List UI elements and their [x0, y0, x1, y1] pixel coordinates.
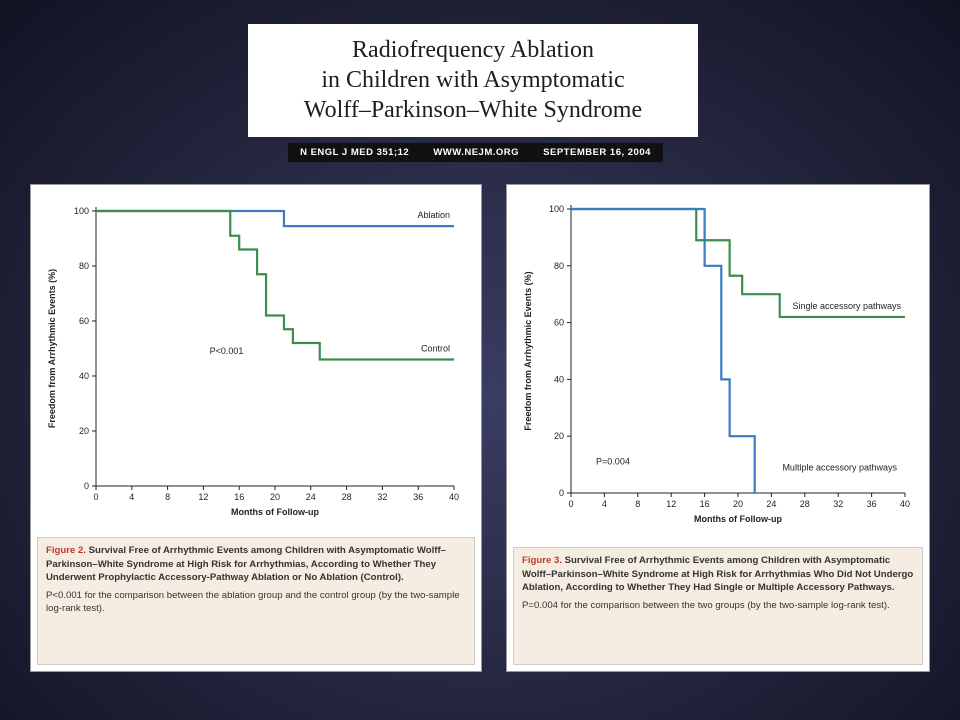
caption-note: P<0.001 for the comparison between the a…	[46, 589, 460, 615]
x-tick-label: 4	[129, 492, 134, 502]
y-tick-label: 20	[554, 431, 564, 441]
citation-part: WWW.NEJM.ORG	[433, 147, 520, 158]
caption: Figure 3. Survival Free of Arrhythmic Ev…	[513, 547, 923, 665]
x-tick-label: 36	[413, 492, 423, 502]
x-tick-label: 28	[800, 499, 810, 509]
x-axis-label: Months of Follow-up	[694, 514, 782, 524]
y-tick-label: 80	[79, 261, 89, 271]
annotation: P=0.004	[596, 457, 630, 467]
annotation: P<0.001	[210, 346, 244, 356]
series-label: Single accessory pathways	[792, 301, 901, 311]
caption-label: Figure 2.	[46, 545, 86, 556]
chart: 0 20 40 60 80 100 0 4 8 12 16 20 24 28 32 36 40 Months of…	[523, 204, 910, 524]
x-tick-label: 4	[602, 499, 607, 509]
series-label: Control	[421, 344, 450, 354]
y-axis-label: Freedom from Arrhythmic Events (%)	[523, 271, 533, 430]
caption-label: Figure 3.	[522, 555, 562, 566]
x-tick-label: 0	[93, 492, 98, 502]
x-tick-label: 12	[198, 492, 208, 502]
x-tick-label: 20	[733, 499, 743, 509]
x-tick-label: 40	[900, 499, 910, 509]
caption-note: P=0.004 for the comparison between the t…	[522, 599, 890, 611]
x-tick-label: 40	[449, 492, 459, 502]
caption-title: Survival Free of Arrhythmic Events among…	[46, 545, 446, 583]
y-tick-label: 0	[559, 488, 564, 498]
series-label: Multiple accessory pathways	[782, 462, 897, 472]
x-tick-label: 32	[833, 499, 843, 509]
y-tick-label: 80	[554, 261, 564, 271]
x-tick-label: 16	[234, 492, 244, 502]
series-label: Ablation	[417, 210, 450, 220]
y-tick-label: 100	[549, 204, 564, 214]
survival-curve	[571, 207, 905, 319]
figure-panel: 0 20 40 60 80 100 0 4 8 12 16 20 24 28 32 36 40 Months of…	[506, 184, 930, 672]
y-tick-label: 40	[79, 371, 89, 381]
x-tick-label: 28	[342, 492, 352, 502]
survival-curve	[571, 207, 756, 493]
x-tick-label: 36	[867, 499, 877, 509]
y-tick-label: 60	[79, 316, 89, 326]
citation-part: N ENGL J MED 351;12	[300, 147, 410, 158]
x-tick-label: 8	[165, 492, 170, 502]
x-tick-label: 0	[568, 499, 573, 509]
x-tick-label: 32	[377, 492, 387, 502]
x-tick-label: 12	[666, 499, 676, 509]
slide-title: Radiofrequency Ablation in Children with…	[248, 24, 698, 137]
citation: N ENGL J MED 351;12 WWW.NEJM.ORG SEPTEMB…	[288, 143, 663, 162]
x-tick-label: 16	[700, 499, 710, 509]
x-tick-label: 24	[306, 492, 316, 502]
y-axis-label: Freedom from Arrhythmic Events (%)	[47, 269, 57, 428]
y-tick-label: 0	[84, 481, 89, 491]
figure-panel: 0 20 40 60 80 100 0 4 8 12 16 20 24 28 32 36 40 Months of…	[30, 184, 482, 672]
x-axis-label: Months of Follow-up	[231, 507, 319, 517]
citation-part: SEPTEMBER 16, 2004	[543, 147, 651, 158]
x-tick-label: 24	[766, 499, 776, 509]
survival-curve	[96, 209, 454, 228]
y-tick-label: 60	[554, 318, 564, 328]
y-tick-label: 40	[554, 374, 564, 384]
caption-title: Survival Free of Arrhythmic Events among…	[522, 555, 914, 593]
survival-curve	[96, 209, 454, 361]
x-tick-label: 8	[635, 499, 640, 509]
y-tick-label: 20	[79, 426, 89, 436]
title-line: in Children with Asymptomatic	[321, 67, 625, 93]
title-line: Radiofrequency Ablation	[352, 37, 594, 63]
y-tick-label: 100	[74, 206, 89, 216]
caption: Figure 2. Survival Free of Arrhythmic Ev…	[37, 537, 475, 665]
chart: 0 20 40 60 80 100 0 4 8 12 16 20 24 28 32 36 40 Months of…	[47, 206, 459, 517]
title-line: Wolff–Parkinson–White Syndrome	[303, 97, 643, 123]
x-tick-label: 20	[270, 492, 280, 502]
